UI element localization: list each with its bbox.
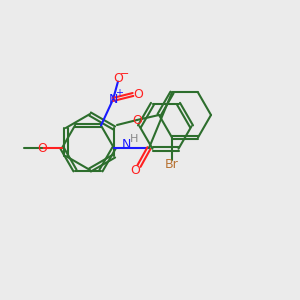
Text: O: O xyxy=(113,72,123,85)
Text: O: O xyxy=(132,113,142,127)
Text: N: N xyxy=(121,137,131,151)
Text: O: O xyxy=(133,88,143,101)
Text: H: H xyxy=(130,134,138,144)
Text: O: O xyxy=(37,142,47,154)
Text: Br: Br xyxy=(165,158,179,171)
Text: O: O xyxy=(130,164,140,178)
Text: N: N xyxy=(108,93,118,106)
Text: −: − xyxy=(120,70,130,80)
Text: +: + xyxy=(115,88,123,98)
